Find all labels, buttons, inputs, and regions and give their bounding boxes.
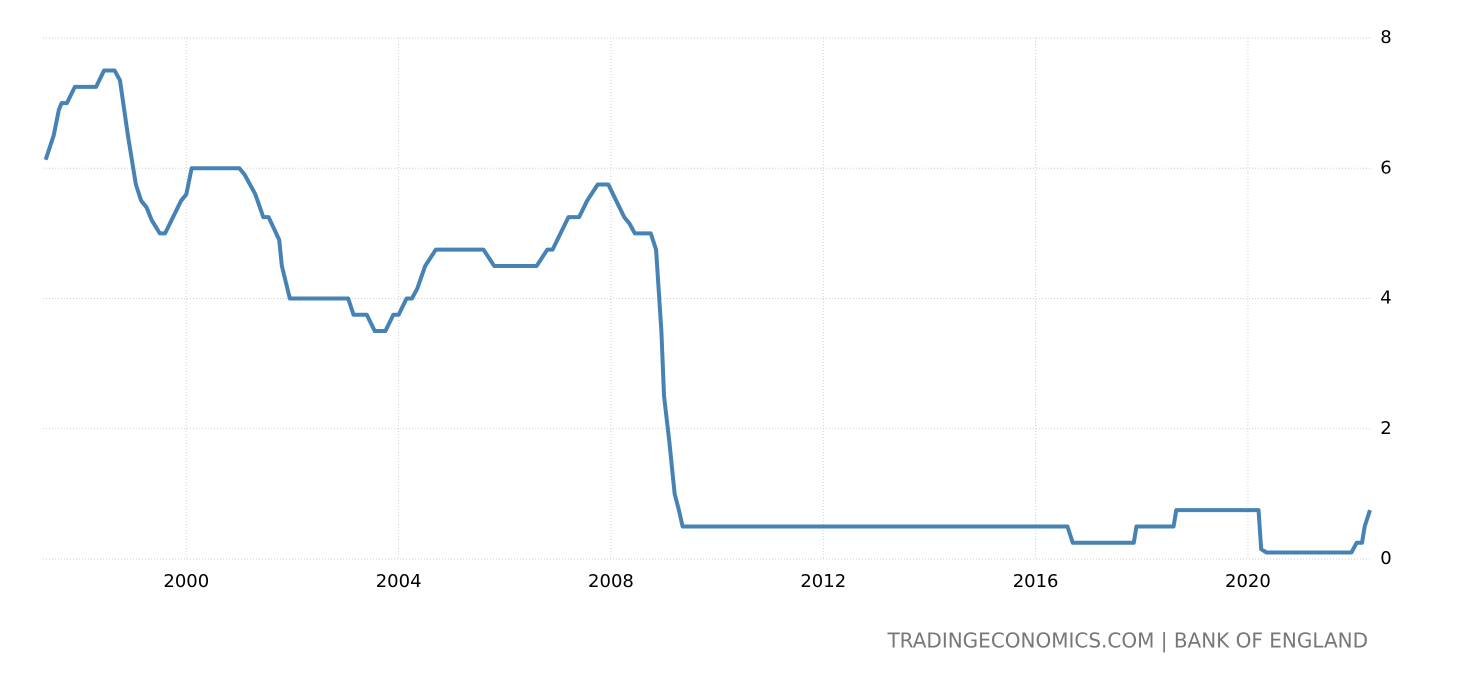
y-tick-label: 6 <box>1380 157 1391 178</box>
source: TRADINGECONOMICS.COM | BANK OF ENGLAND <box>886 629 1368 653</box>
data-line <box>43 68 1372 555</box>
y-tick-label: 4 <box>1380 288 1391 309</box>
x-tick-label: 2012 <box>800 571 846 592</box>
x-tick-label: 2020 <box>1225 571 1271 592</box>
x-tick-label: 2008 <box>588 571 634 592</box>
y-tick-label: 0 <box>1380 548 1391 569</box>
x-tick-label: 2000 <box>163 571 209 592</box>
y-tick-label: 8 <box>1380 27 1391 48</box>
x-tick-label: 2016 <box>1013 571 1059 592</box>
y-tick-label: 2 <box>1380 418 1391 439</box>
x-tick-label: 2004 <box>376 571 422 592</box>
